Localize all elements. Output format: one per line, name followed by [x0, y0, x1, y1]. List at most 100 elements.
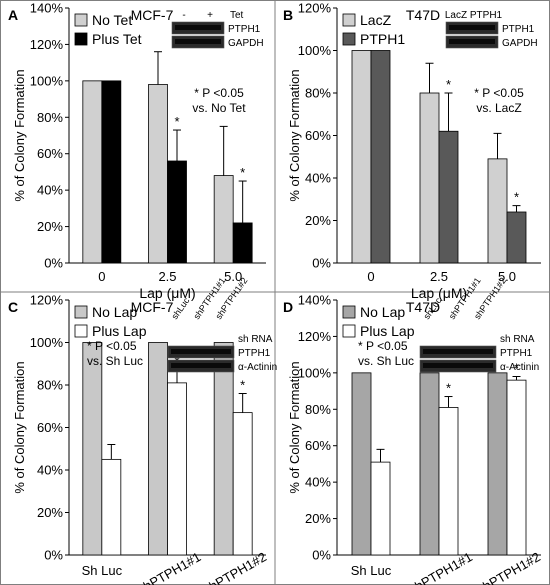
- bar: [101, 458, 122, 556]
- y-tick-label: 40%: [305, 171, 331, 186]
- legend-label: No Lap: [360, 304, 405, 320]
- bar: [232, 412, 253, 556]
- y-tick-label: 20%: [37, 505, 63, 520]
- blot-header-label: -: [182, 10, 185, 21]
- panel-a: A % of Colony Formation 0% 20% 40% 60% 80% 100%…: [8, 1, 266, 301]
- significance-note: vs. Sh Luc: [358, 354, 414, 368]
- panel-letter: B: [283, 7, 293, 23]
- bar: [232, 222, 253, 264]
- significance-note: vs. No Tet: [192, 101, 246, 115]
- y-tick-label: 40%: [37, 463, 63, 478]
- y-tick-label: 60%: [37, 420, 63, 435]
- bar: [351, 50, 372, 264]
- significance-star: *: [446, 381, 451, 396]
- panel-d: D % of Colony Formation 0% 20% 40% 60% 80% 100%…: [283, 276, 543, 585]
- bar: [148, 342, 168, 556]
- y-axis-label: % of Colony Formation: [287, 361, 302, 493]
- legend-label: Plus Tet: [92, 31, 142, 47]
- legend-label: Plus Lap: [360, 323, 415, 339]
- significance-star: *: [514, 361, 519, 376]
- significance-star: *: [240, 378, 245, 393]
- bar: [370, 461, 391, 556]
- y-tick-label: 100%: [30, 335, 64, 350]
- blot-row-label: α-Actinin: [238, 362, 277, 373]
- significance-note: * P <0.05: [358, 339, 408, 353]
- y-tick-label: 0%: [312, 256, 331, 271]
- x-tick-label: 5.0: [224, 269, 242, 284]
- y-axis-label: % of Colony Formation: [12, 361, 27, 493]
- cell-line-title: MCF-7: [131, 299, 174, 315]
- bar: [101, 80, 122, 264]
- x-axis-label: Lap (μM): [411, 285, 467, 301]
- y-axis-label: % of Colony Formation: [12, 69, 27, 201]
- y-tick-label: 60%: [305, 128, 331, 143]
- bar: [213, 175, 234, 264]
- significance-star: *: [514, 190, 519, 205]
- y-tick-label: 0%: [312, 548, 331, 563]
- blot-band-signal: [423, 363, 493, 368]
- y-tick-label: 20%: [305, 213, 331, 228]
- blot-row-label: sh RNA: [238, 334, 273, 345]
- significance-star: *: [240, 165, 245, 180]
- panel-letter: D: [283, 299, 293, 315]
- blot-row-label: GAPDH: [502, 38, 538, 49]
- bar: [487, 158, 508, 264]
- legend-swatch: [342, 324, 356, 338]
- bar: [506, 379, 527, 556]
- significance-note: * P <0.05: [87, 339, 137, 353]
- blot-header-label: PTPH1: [470, 10, 503, 21]
- y-tick-label: 100%: [298, 43, 332, 58]
- blot-band-signal: [423, 349, 493, 354]
- bar: [167, 160, 187, 264]
- x-tick-label: Sh Luc: [351, 563, 392, 578]
- legend-label: PTPH1: [360, 31, 405, 47]
- legend-swatch: [74, 32, 88, 46]
- y-axis-label: % of Colony Formation: [287, 69, 302, 201]
- blot-header-label: LacZ: [445, 10, 467, 21]
- y-tick-label: 80%: [37, 110, 63, 125]
- x-tick-label: 0: [367, 269, 374, 284]
- bar: [487, 372, 508, 556]
- y-tick-label: 140%: [30, 1, 64, 16]
- y-tick-label: 60%: [305, 438, 331, 453]
- x-tick-label: 0: [98, 269, 105, 284]
- bar: [213, 342, 234, 556]
- y-tick-label: 100%: [30, 73, 64, 88]
- significance-note: vs. LacZ: [476, 101, 521, 115]
- blot-row-label: sh RNA: [500, 334, 535, 345]
- significance-note: * P <0.05: [474, 86, 524, 100]
- blot-band-signal: [171, 349, 231, 354]
- cell-line-title: MCF-7: [131, 7, 174, 23]
- y-tick-label: 120%: [298, 329, 332, 344]
- legend-swatch: [74, 13, 88, 27]
- blot-row-label: PTPH1: [238, 348, 271, 359]
- bar: [148, 84, 168, 264]
- western-blot-inset: - + Tet PTPH1 GAPDH: [171, 10, 264, 49]
- blot-band-signal: [175, 39, 221, 44]
- y-tick-label: 0%: [44, 256, 63, 271]
- blot-band-signal: [449, 39, 495, 44]
- x-tick-label: 2.5: [158, 269, 176, 284]
- bar: [506, 211, 527, 264]
- y-tick-label: 80%: [37, 378, 63, 393]
- y-tick-label: 80%: [305, 402, 331, 417]
- blot-row-label: GAPDH: [228, 38, 264, 49]
- x-tick-label: 2.5: [430, 269, 448, 284]
- y-tick-label: 40%: [37, 183, 63, 198]
- significance-star: *: [174, 114, 179, 129]
- legend-swatch: [342, 305, 356, 319]
- bar: [82, 342, 103, 556]
- blot-band-signal: [175, 25, 221, 30]
- legend-label: No Lap: [92, 304, 137, 320]
- y-tick-label: 120%: [30, 293, 64, 308]
- bar: [419, 372, 440, 556]
- panel-c: C % of Colony Formation 0% 20% 40% 60% 80% 100%…: [8, 276, 277, 585]
- panel-letter: C: [8, 299, 18, 315]
- legend-swatch: [74, 305, 88, 319]
- bar: [167, 382, 187, 556]
- y-tick-label: 20%: [37, 219, 63, 234]
- panel-b: B % of Colony Formation 0% 20% 40% 60% 80% 100%…: [283, 1, 541, 301]
- bar: [351, 372, 372, 556]
